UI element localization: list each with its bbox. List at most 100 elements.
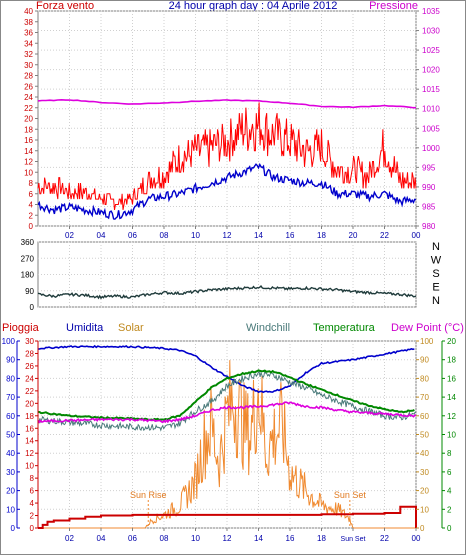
- wind-tick-label: 34: [24, 39, 33, 48]
- weather-grid: [38, 340, 417, 529]
- hour-tick-label: 00: [412, 534, 421, 543]
- wind-tick-label: 8: [29, 179, 34, 188]
- weather-panel: 0102030405060708090100024681012141618202…: [2, 337, 457, 543]
- legend-dewpoint: Dew Point (°C): [391, 322, 464, 334]
- wind-axis-label: Forza vento: [36, 0, 94, 12]
- pressure-tick-label: 1020: [422, 66, 440, 75]
- hour-tick-label: 06: [128, 534, 137, 543]
- rain-tick-label: 16: [25, 424, 34, 433]
- wind-tick-label: 38: [24, 18, 33, 27]
- wind-tick-label: 2: [29, 211, 34, 220]
- legend-temperatura: Temperatura: [313, 322, 376, 334]
- solar-tick-label: 80: [420, 374, 429, 383]
- wind-pressure-marks: [37, 98, 417, 220]
- solar-tick-label: 90: [420, 356, 429, 365]
- compass-label: N: [432, 241, 440, 253]
- legend-pioggia: Pioggia: [2, 322, 40, 334]
- series-rain: [38, 505, 417, 529]
- wind-tick-label: 40: [24, 7, 33, 16]
- hour-tick-label: 18: [317, 534, 326, 543]
- wind-tick-label: 24: [24, 93, 33, 102]
- solar-tick-label: 50: [420, 431, 429, 440]
- pressure-tick-label: 1035: [422, 7, 440, 16]
- series-wind-gust: [37, 102, 417, 210]
- solar-tick-label: 40: [420, 449, 429, 458]
- rain-tick-label: 24: [25, 374, 34, 383]
- direction-degree-ticks: 0 90 180 270 360: [21, 238, 35, 312]
- series-humidity: [37, 344, 415, 394]
- weather-hour-ticks: 02 04 06 08 10 12 14 16 18 Sun Set 22 00: [65, 528, 421, 543]
- rain-tick-label: 0: [30, 524, 35, 533]
- direction-tick-label: 90: [25, 287, 34, 296]
- wind-direction-marks: [37, 285, 417, 300]
- humidity-tick-label: 20: [6, 487, 15, 496]
- hour-tick-label: 22: [380, 534, 389, 543]
- hour-tick-label: 12: [223, 534, 232, 543]
- pressure-tick-label: 990: [422, 183, 436, 192]
- wind-tick-label: 0: [29, 222, 34, 231]
- wind-tick-label: 6: [29, 190, 34, 199]
- direction-tick-label: 360: [21, 238, 35, 247]
- rain-tick-label: 4: [30, 499, 35, 508]
- wind-tick-label: 10: [24, 168, 33, 177]
- humidity-tick-label: 30: [6, 468, 15, 477]
- pressure-tick-label: 1030: [422, 27, 440, 36]
- rain-tick-label: 12: [25, 449, 34, 458]
- solar-tick-label: 100: [420, 337, 434, 346]
- sunrise-annotation: Sun Rise: [130, 490, 167, 500]
- wind-tick-label: 20: [24, 115, 33, 124]
- rain-tick-label: 8: [30, 474, 35, 483]
- hour-tick-label: 02: [65, 231, 74, 240]
- hour-tick-label: 08: [160, 231, 169, 240]
- wind-tick-label: 36: [24, 29, 33, 38]
- temperature-tick-label: 0: [447, 524, 452, 533]
- pressure-tick-label: 980: [422, 222, 436, 231]
- temperature-tick-label: 6: [447, 468, 452, 477]
- solar-tick-label: 70: [420, 393, 429, 402]
- hour-tick-label: 18: [317, 231, 326, 240]
- pressure-ticks: 980 985 990 995 1000 1005 1010 1015 1020 1025 1030…: [416, 7, 440, 231]
- hour-tick-label: 04: [97, 534, 106, 543]
- series-pressure: [37, 98, 417, 109]
- hour-tick-label: 16: [286, 534, 295, 543]
- compass-label: E: [432, 282, 439, 294]
- hour-tick-label: 20: [349, 231, 358, 240]
- solar-tick-label: 0: [420, 524, 425, 533]
- wind-tick-label: 28: [24, 72, 33, 81]
- legend-windchill: Windchill: [246, 322, 290, 334]
- humidity-tick-label: 0: [11, 524, 16, 533]
- hour-tick-label: Sun Set: [341, 536, 366, 543]
- solar-tick-label: 60: [420, 412, 429, 421]
- rain-tick-label: 14: [25, 437, 34, 446]
- direction-tick-label: 0: [30, 303, 35, 312]
- wind-tick-label: 14: [24, 147, 33, 156]
- pressure-tick-label: 1005: [422, 124, 440, 133]
- rain-tick-label: 20: [25, 399, 34, 408]
- compass-label: N: [432, 295, 440, 307]
- direction-tick-label: 180: [21, 271, 35, 280]
- rain-tick-label: 18: [25, 412, 34, 421]
- hour-tick-label: 06: [128, 231, 137, 240]
- wind-direction-grid: [38, 241, 417, 308]
- weather-axes: 0102030405060708090100024681012141618202…: [2, 337, 457, 533]
- series-wind-average: [37, 162, 417, 220]
- rain-tick-label: 26: [25, 362, 34, 371]
- hour-tick-label: 00: [412, 231, 421, 240]
- legend-umidita: Umidita: [66, 322, 104, 334]
- graph-title: 24 hour graph day : 04 Aprile 2012: [169, 0, 338, 12]
- sunset-annotation: Sun Set: [334, 490, 367, 500]
- temperature-tick-label: 8: [447, 449, 452, 458]
- temperature-tick-label: 16: [447, 374, 456, 383]
- hour-tick-label: 04: [97, 231, 106, 240]
- hour-tick-label: 02: [65, 534, 74, 543]
- solar-tick-label: 10: [420, 505, 429, 514]
- direction-tick-label: 270: [21, 254, 35, 263]
- wind-tick-label: 22: [24, 104, 33, 113]
- humidity-tick-label: 10: [6, 505, 15, 514]
- humidity-tick-label: 60: [6, 412, 15, 421]
- pressure-tick-label: 1000: [422, 144, 440, 153]
- pressure-tick-label: 1025: [422, 46, 440, 55]
